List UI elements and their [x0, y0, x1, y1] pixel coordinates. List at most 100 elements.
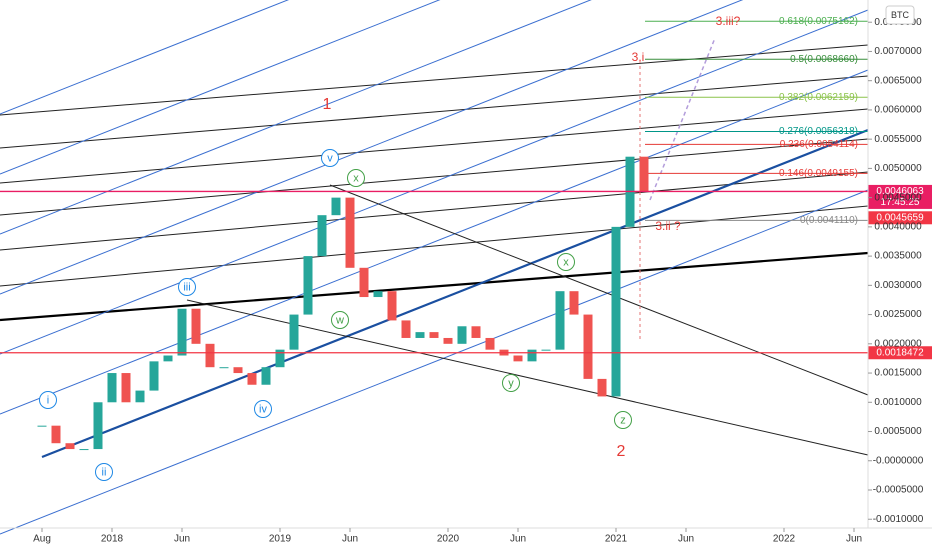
x-tick-label: Aug [33, 534, 51, 545]
candle [443, 337, 453, 344]
symbol-badge [885, 5, 915, 25]
wave-circle [331, 311, 349, 329]
candle [555, 291, 565, 350]
candle [177, 308, 187, 356]
candle [583, 314, 593, 379]
candle [275, 349, 285, 368]
price-tag [868, 184, 932, 209]
trend-line [0, 44, 869, 116]
candle [261, 367, 271, 385]
trend-line [0, 0, 290, 115]
candle [317, 215, 327, 257]
wave-label: w [335, 314, 344, 326]
trend-line [0, 251, 869, 322]
candle [639, 156, 649, 192]
price-tag [868, 211, 932, 225]
candle [471, 326, 481, 338]
wave-label: y [508, 377, 514, 389]
candle [107, 373, 117, 403]
fib-label: 0(0.0041110) [800, 215, 858, 226]
y-tick-label: -0.0010000 [873, 514, 924, 525]
candle [79, 449, 89, 451]
x-tick-label: Jun [846, 534, 862, 545]
candle [135, 390, 145, 403]
candle [541, 349, 551, 351]
x-tick-label: Jun [342, 534, 358, 545]
y-tick-label: 0.0030000 [874, 280, 922, 291]
wave-circle [254, 400, 272, 418]
wave-circle [321, 149, 339, 167]
candle [597, 378, 607, 397]
x-tick-label: 2019 [269, 534, 292, 545]
trend-line [186, 299, 869, 456]
fib-label: 0.382(0.0062159) [779, 92, 858, 103]
y-tick-label: 0.0015000 [874, 368, 922, 379]
wave-label: 1 [323, 96, 332, 113]
candle [373, 291, 383, 298]
trend-line [0, 189, 869, 535]
symbol: BTC [891, 10, 910, 20]
trend-line [0, 108, 869, 184]
wave-label: z [620, 414, 626, 426]
y-tick-label: 0.0065000 [874, 75, 922, 86]
candle [163, 355, 173, 362]
candle [205, 343, 215, 368]
plot: 0.618(0.0075162) 0.5(0.0068660) 0.382(0.00… [0, 16, 932, 451]
wave-label: 3.i [632, 50, 645, 64]
price-tag [868, 346, 932, 360]
candle [149, 361, 159, 391]
trend-line [329, 184, 869, 396]
price-tag-label: 0.0046063 [876, 186, 924, 197]
candle [485, 337, 495, 350]
candle [527, 349, 537, 362]
candle [415, 332, 425, 338]
y-tick-label: 0.0060000 [874, 105, 922, 116]
wave-circle [95, 463, 113, 481]
x-tick-label: Jun [174, 534, 190, 545]
wave-circle [347, 169, 365, 187]
wave-circle [614, 411, 632, 429]
wave-circle [39, 391, 57, 409]
candle [429, 332, 439, 338]
y-tick-label: 0.0055000 [874, 134, 922, 145]
price-tag-label: 0.0045659 [876, 212, 924, 223]
y-tick-label: 0.0045000 [874, 192, 922, 203]
wave-circle [502, 374, 520, 392]
candle [219, 367, 229, 369]
candle [331, 197, 341, 216]
fib-label: 0.236(0.0054114) [780, 139, 858, 150]
candle [303, 256, 313, 315]
candle [569, 291, 579, 315]
y-tick-label: 0.0005000 [874, 426, 922, 437]
y-tick-label: 0.0010000 [874, 397, 922, 408]
candle [65, 443, 75, 450]
trend-line [0, 0, 744, 295]
wave-label: x [563, 256, 569, 268]
wave-label: v [327, 152, 333, 164]
candle [359, 267, 369, 298]
x-tick-label: Jun [510, 534, 526, 545]
wave-label: 3.iii? [716, 14, 741, 28]
y-tick-label: 0.0025000 [874, 309, 922, 320]
fib-label: 0.618(0.0075162) [779, 16, 858, 27]
candle [51, 425, 61, 444]
trend-line [0, 205, 869, 287]
wave-circle [178, 278, 196, 296]
wave-label: 3.ii ? [655, 219, 681, 233]
trend-lines [0, 0, 869, 535]
x-tick-label: 2020 [437, 534, 460, 545]
x-tick-label: 2022 [773, 534, 796, 545]
x-axis: Aug 2018 Jun 2019 Jun 2020 Jun 2021 Jun 2022 Jun [33, 528, 862, 545]
wave-circle [557, 253, 575, 271]
trend-line [0, 138, 869, 216]
candle [401, 320, 411, 338]
wave-label: 2 [617, 443, 626, 460]
trend-line [0, 69, 869, 415]
wave-label: x [353, 172, 359, 184]
wave-label: ii [102, 466, 107, 478]
wave-label: iii [183, 281, 190, 293]
y-tick-label: 0.0040000 [874, 222, 922, 233]
